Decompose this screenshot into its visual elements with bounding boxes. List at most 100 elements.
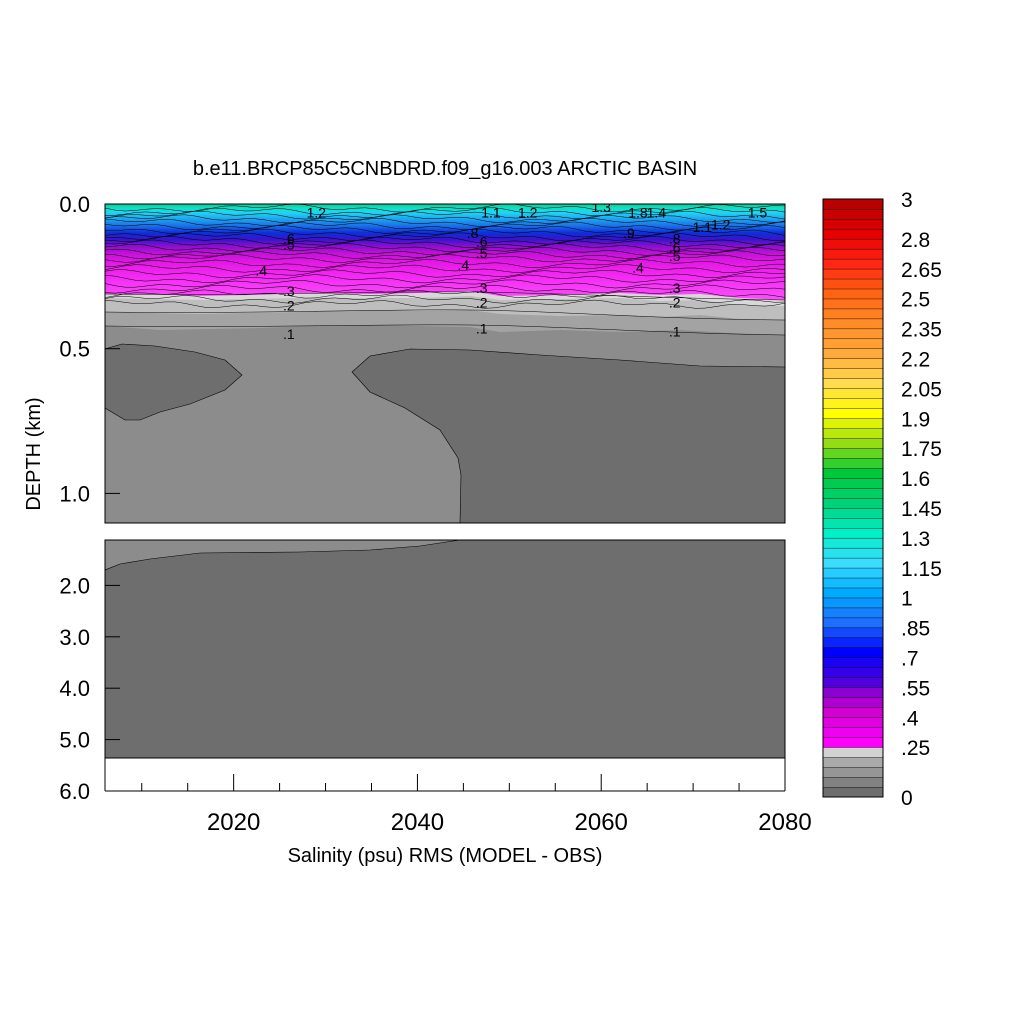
contour-label: .3 [283,283,295,299]
contour-label: .4 [458,257,470,273]
x-tick-label: 2060 [575,809,628,836]
colorbar-level [822,487,884,499]
y-tick-label: 1.0 [59,481,90,506]
colorbar-level [822,288,884,300]
upper-panel-frame [104,203,786,524]
colorbar-level [822,278,884,290]
upper-ocean-gradient [105,204,785,300]
colorbar-level [822,398,884,409]
contour-line [105,218,785,227]
colorbar-level [822,786,884,798]
colorbar-label: .4 [901,707,919,730]
colorbar-label: 2.65 [901,259,942,282]
colorbar-label: 1.75 [901,438,942,461]
colorbar-label: .55 [901,677,930,700]
contour-line [105,309,785,321]
contour-label: 1.4 [647,205,667,221]
colorbar-level [822,617,884,629]
colorbar-label: .25 [901,737,930,760]
contour-line [105,294,785,304]
contour-label: .2 [669,294,681,310]
contour-label: .2 [476,294,488,310]
colorbar-level [822,208,884,220]
colorbar-level [822,258,884,270]
contour-line [105,243,785,252]
contour-label: .4 [255,263,267,279]
contour-line [105,259,785,268]
colorbar-level [822,388,884,399]
colorbar-level [822,517,884,529]
colorbar-level [822,607,884,619]
contour-label: .3 [476,280,488,296]
colorbar-level [822,537,884,549]
colorbar-label: 1.9 [901,408,930,431]
colorbar-label: 2.8 [901,229,930,252]
contour-label: 1.1 [481,205,501,221]
contour-label: .6 [476,234,488,250]
contour-label: 1.2 [307,205,327,221]
colorbar-level [822,467,884,479]
upper-panel: .1.1.1.2.2.2.3.3.3.4.4.4.5.5.5.6.6.6.8.8… [105,204,785,523]
colorbar-level [822,477,884,489]
contour-label: .8 [467,225,479,241]
contour-line [105,279,785,289]
contour-label: 1.5 [748,205,768,221]
colorbar-level [822,597,884,609]
band-0.1-lower [105,540,461,571]
contour-line [105,324,785,336]
colorbar-level [822,218,884,230]
contour-label: 1.8 [628,205,648,221]
colorbar-level [822,507,884,519]
contour-label: .5 [283,237,295,253]
contour-line [105,214,785,224]
contour-line [105,239,785,249]
contour-label: .3 [669,280,681,296]
y-tick-label: 0.0 [59,192,90,217]
y-tick-label: 2.0 [59,573,90,598]
contour-label: .6 [669,239,681,255]
colorbar-level [822,408,884,419]
y-tick-label: 3.0 [59,625,90,650]
contour-label: 1.1 [693,219,713,235]
y-tick-label: 6.0 [59,779,90,804]
colorbar-level [822,687,884,698]
contour-label: .6 [283,231,295,247]
colorbar-label: 2.05 [901,378,942,401]
colorbar-level [822,318,884,330]
y-tick-label: 0.5 [59,337,90,362]
contour-line [105,291,785,301]
colorbar-frame [822,198,884,798]
contour-label: .8 [669,231,681,247]
contour-line [105,232,785,242]
colorbar-label: .85 [901,618,930,641]
colorbar-level [822,438,884,449]
x-tick-label: 2080 [758,809,811,836]
colorbar-level [822,776,884,788]
contour-label: .5 [669,248,681,264]
colorbar-level [822,707,884,718]
contour-line [105,269,785,279]
colorbar-label: 1.3 [901,528,930,551]
colorbar-level [822,766,884,778]
colorbar-level [822,737,884,748]
colorbar-level [822,717,884,728]
contour-line [105,221,785,231]
colorbar-level [822,447,884,459]
x-ticks: 2020 2040 2060 2080 [141,774,812,836]
contour-line [105,204,785,213]
colorbar-label: 1.15 [901,558,942,581]
colorbar-label: .7 [901,648,919,671]
contour-line [105,250,785,260]
colorbar-label: 1.45 [901,498,942,521]
colorbar-level [822,697,884,708]
contour-line [105,254,785,263]
deep-region-left [105,343,243,421]
contour-lines [105,204,785,336]
lower-panel-frame [104,539,786,759]
colorbar-level [822,657,884,668]
colorbar-level [822,418,884,429]
contour-labels: .1.1.1.2.2.2.3.3.3.4.4.4.5.5.5.6.6.6.8.8… [255,204,768,342]
y-tick-label: 4.0 [59,676,90,701]
colorbar-level [822,268,884,280]
